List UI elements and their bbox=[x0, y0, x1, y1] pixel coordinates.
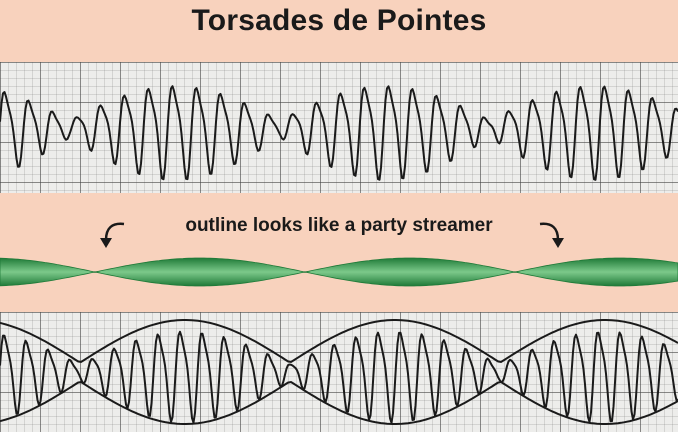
ecg-trace-top bbox=[0, 85, 678, 181]
ecg-trace-bottom bbox=[0, 319, 678, 425]
streamer-caption: outline looks like a party streamer bbox=[185, 215, 493, 236]
diagram-title: Torsades de Pointes bbox=[191, 4, 487, 37]
right-curved-arrow-icon bbox=[539, 222, 560, 241]
left-arrowhead-icon bbox=[100, 238, 112, 248]
ecg-strip-top bbox=[0, 62, 678, 193]
ecg-strip-bottom bbox=[0, 312, 678, 432]
party-streamer-ribbon bbox=[0, 257, 678, 287]
right-arrowhead-icon bbox=[552, 238, 564, 248]
caption-arrows bbox=[100, 222, 564, 248]
left-curved-arrow-icon bbox=[104, 222, 125, 241]
envelope-outline-top bbox=[0, 319, 678, 364]
envelope-outline-bottom bbox=[0, 380, 678, 425]
